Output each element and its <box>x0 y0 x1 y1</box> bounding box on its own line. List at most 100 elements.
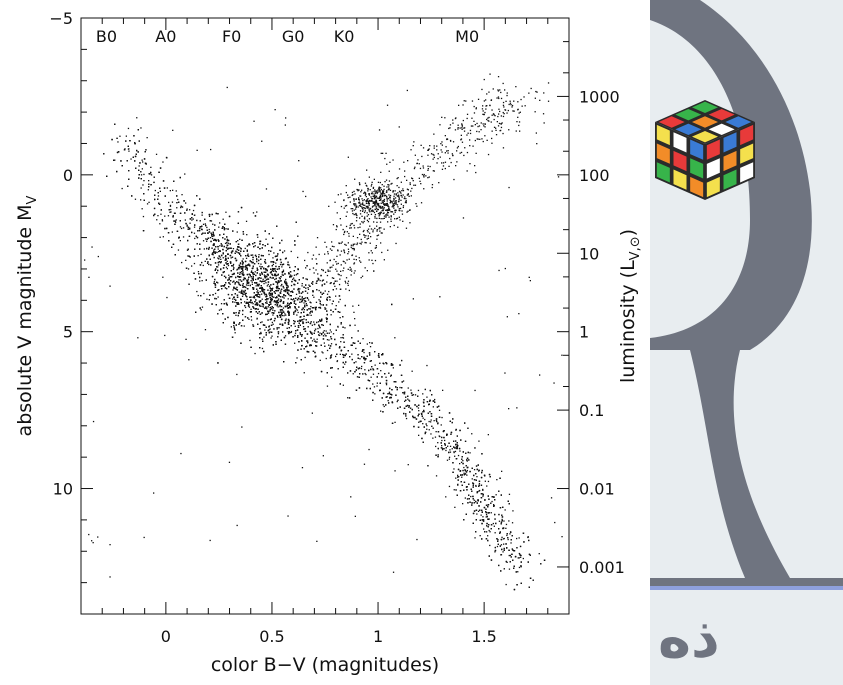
data-point <box>299 301 301 303</box>
data-point <box>305 321 307 324</box>
data-point <box>326 296 329 299</box>
data-point <box>277 253 279 255</box>
data-point <box>281 239 283 242</box>
data-point <box>189 227 191 229</box>
data-point <box>488 529 490 532</box>
data-point <box>285 281 287 283</box>
data-point <box>275 301 277 303</box>
data-point <box>282 324 284 326</box>
data-point <box>325 335 327 337</box>
data-point <box>370 368 372 371</box>
data-point <box>332 333 335 335</box>
data-point <box>271 312 273 314</box>
data-point <box>116 137 118 139</box>
data-point <box>168 240 170 242</box>
data-point <box>472 495 474 498</box>
data-point <box>467 466 469 469</box>
data-point <box>455 446 458 448</box>
data-point <box>254 245 256 247</box>
data-point <box>193 255 195 257</box>
data-point <box>210 232 212 234</box>
data-point <box>299 298 301 301</box>
data-point <box>455 444 457 446</box>
data-point <box>528 539 530 542</box>
data-point <box>492 522 494 525</box>
data-point <box>255 285 257 287</box>
data-point <box>175 190 177 192</box>
data-point <box>199 243 201 245</box>
data-point <box>499 532 501 534</box>
data-point <box>277 290 280 292</box>
data-point <box>265 238 267 240</box>
data-point <box>213 239 215 241</box>
data-point <box>357 330 359 332</box>
data-point <box>370 376 372 378</box>
data-point <box>393 381 395 383</box>
data-point <box>209 237 212 239</box>
data-point <box>167 215 170 217</box>
data-point <box>292 299 294 301</box>
data-point <box>232 298 234 300</box>
data-point <box>441 439 443 442</box>
data-point <box>283 311 285 313</box>
data-point <box>238 303 240 305</box>
data-point <box>490 528 492 530</box>
data-point <box>528 586 530 588</box>
data-point <box>237 211 240 213</box>
data-point <box>305 319 307 321</box>
data-point <box>219 245 221 247</box>
data-point <box>408 399 410 401</box>
data-point <box>222 267 225 269</box>
data-point <box>318 324 320 326</box>
data-point <box>319 319 321 321</box>
data-point <box>461 456 463 458</box>
data-point <box>360 367 363 370</box>
data-point <box>260 254 263 257</box>
data-point <box>308 284 310 286</box>
data-point <box>328 339 330 341</box>
data-point <box>451 448 453 450</box>
data-point <box>209 258 211 260</box>
data-point <box>284 322 286 324</box>
data-point <box>294 284 296 286</box>
data-point <box>345 361 347 363</box>
data-point <box>423 426 425 428</box>
data-point <box>174 254 176 256</box>
data-point <box>470 495 472 498</box>
data-point <box>248 263 250 265</box>
data-point <box>239 273 241 275</box>
data-point <box>182 236 185 238</box>
data-point <box>441 416 443 419</box>
data-point <box>368 352 371 354</box>
data-point <box>276 315 278 317</box>
data-point <box>265 279 268 281</box>
data-point <box>264 245 266 247</box>
data-point <box>369 387 371 390</box>
data-point <box>330 367 332 369</box>
data-point <box>343 354 345 356</box>
data-point <box>351 358 353 361</box>
data-point <box>140 174 143 176</box>
data-point <box>293 277 295 279</box>
data-point <box>265 332 267 334</box>
data-point <box>214 292 217 295</box>
data-point <box>252 276 254 278</box>
data-point <box>263 291 265 293</box>
data-point <box>244 316 247 318</box>
data-point <box>268 233 270 235</box>
data-point <box>280 314 282 316</box>
data-point <box>418 413 420 415</box>
data-point <box>176 207 178 209</box>
data-point <box>265 306 267 308</box>
data-point <box>357 357 359 359</box>
data-point <box>305 287 307 289</box>
data-point <box>270 261 272 263</box>
data-point <box>365 358 367 360</box>
data-point <box>267 274 269 276</box>
data-point <box>236 269 238 271</box>
data-point <box>222 253 224 255</box>
data-point <box>463 466 465 469</box>
data-point <box>305 267 307 269</box>
data-point <box>279 323 281 325</box>
data-point <box>438 409 441 411</box>
